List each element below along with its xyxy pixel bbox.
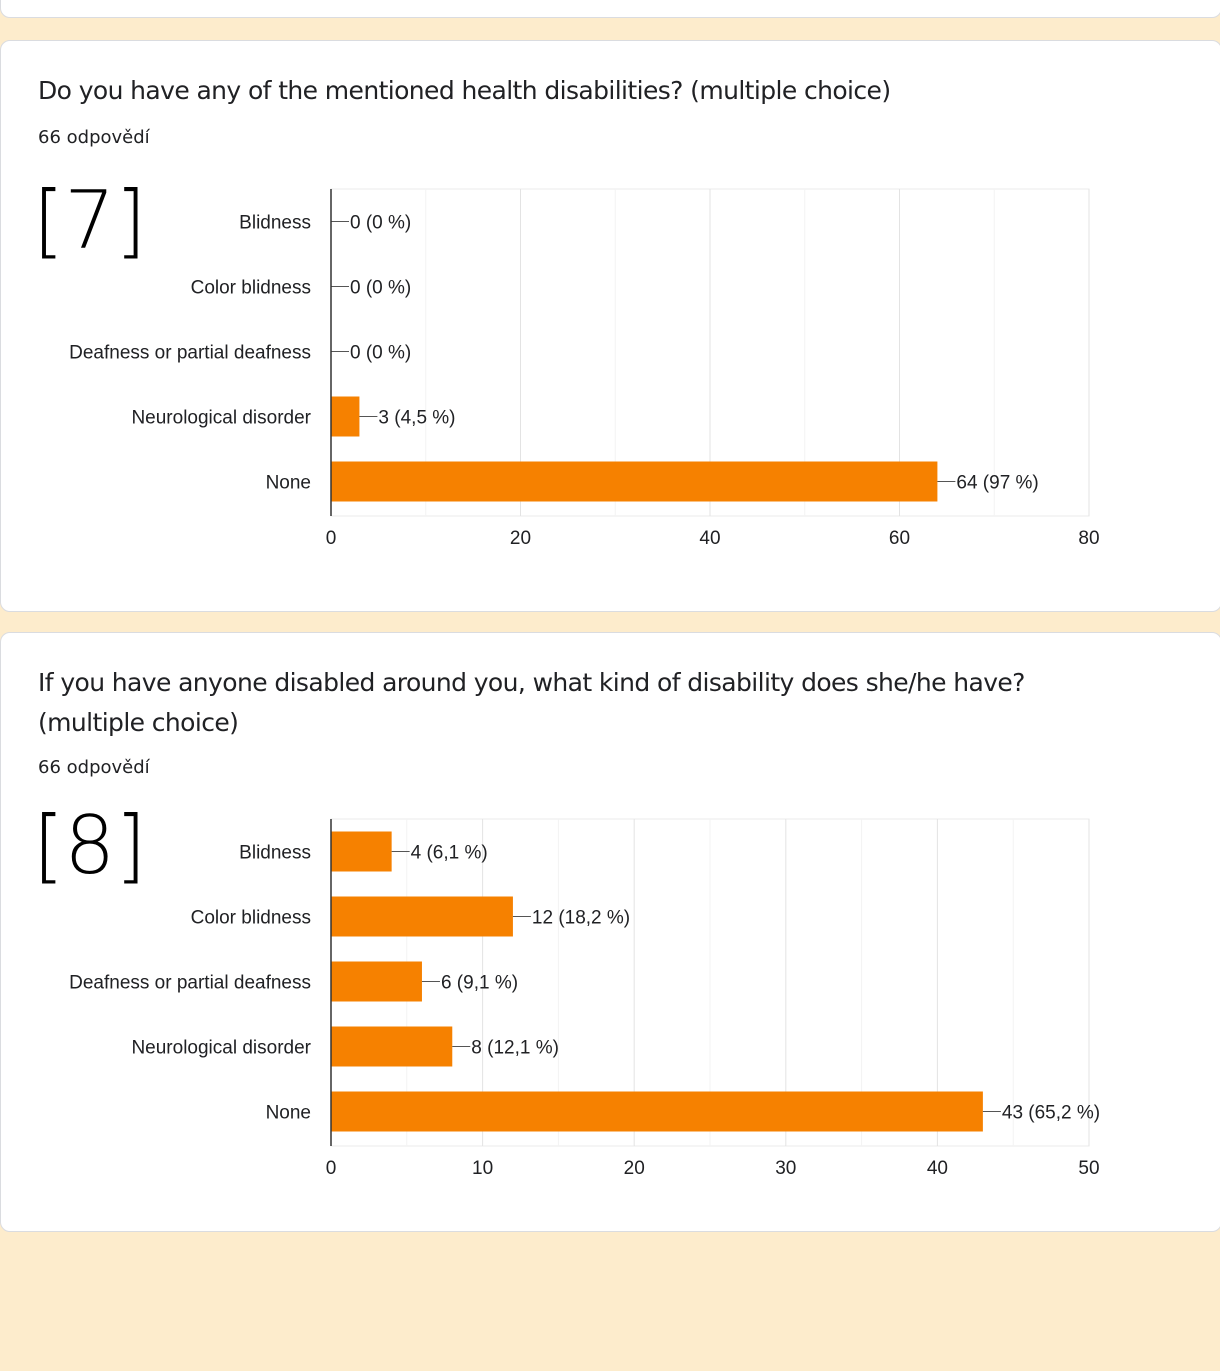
figure-label: [7] xyxy=(33,174,147,267)
x-tick-label: 0 xyxy=(326,528,337,549)
x-tick-label: 50 xyxy=(1078,1158,1099,1179)
bar xyxy=(331,1026,453,1067)
bar xyxy=(331,961,422,1002)
bar xyxy=(331,896,513,937)
data-label: 12 (18,2 %) xyxy=(532,908,630,929)
data-label: 43 (65,2 %) xyxy=(1002,1103,1100,1124)
data-label: 3 (4,5 %) xyxy=(378,408,455,429)
question-title: Do you have any of the mentioned health … xyxy=(38,76,891,105)
category-label: Blidness xyxy=(239,843,311,864)
bar xyxy=(331,1091,983,1132)
category-label: Neurological disorder xyxy=(131,1038,311,1059)
question-title: If you have anyone disabled around you, … xyxy=(38,668,1025,737)
data-label: 64 (97 %) xyxy=(956,473,1038,494)
category-label: Neurological disorder xyxy=(131,408,311,429)
category-label: Deafness or partial deafness xyxy=(69,973,311,994)
x-tick-label: 40 xyxy=(699,528,720,549)
response-count: 66 odpovědí xyxy=(38,757,150,778)
data-label: 6 (9,1 %) xyxy=(441,973,518,994)
bar-chart: 0 (0 %) Blidness 0 (0 %) Color blidness 0 (0… xyxy=(69,188,1100,549)
previous-question-card xyxy=(0,0,1220,18)
data-label: 0 (0 %) xyxy=(350,213,411,234)
category-label: Color blidness xyxy=(191,908,311,929)
bar-chart: 4 (6,1 %) Blidness 12 (18,2 %) Color blidne… xyxy=(69,818,1100,1179)
x-tick-label: 60 xyxy=(889,528,910,549)
bar xyxy=(331,461,938,502)
category-label: Blidness xyxy=(239,213,311,234)
question-card-2: If you have anyone disabled around you, … xyxy=(0,632,1220,1232)
x-tick-label: 20 xyxy=(510,528,531,549)
x-tick-label: 40 xyxy=(927,1158,948,1179)
response-count: 66 odpovědí xyxy=(38,127,150,148)
data-label: 0 (0 %) xyxy=(350,343,411,364)
figure-label: [8] xyxy=(33,799,147,892)
x-tick-label: 30 xyxy=(775,1158,796,1179)
bar xyxy=(331,396,360,437)
x-tick-label: 10 xyxy=(472,1158,493,1179)
data-label: 4 (6,1 %) xyxy=(411,843,488,864)
question-card-1: Do you have any of the mentioned health … xyxy=(0,40,1220,612)
category-label: None xyxy=(266,473,311,494)
x-tick-label: 20 xyxy=(624,1158,645,1179)
category-label: Deafness or partial deafness xyxy=(69,343,311,364)
category-label: None xyxy=(266,1103,311,1124)
bar xyxy=(331,831,392,872)
x-tick-label: 80 xyxy=(1078,528,1099,549)
data-label: 8 (12,1 %) xyxy=(471,1038,559,1059)
x-tick-label: 0 xyxy=(326,1158,337,1179)
category-label: Color blidness xyxy=(191,278,311,299)
data-label: 0 (0 %) xyxy=(350,278,411,299)
